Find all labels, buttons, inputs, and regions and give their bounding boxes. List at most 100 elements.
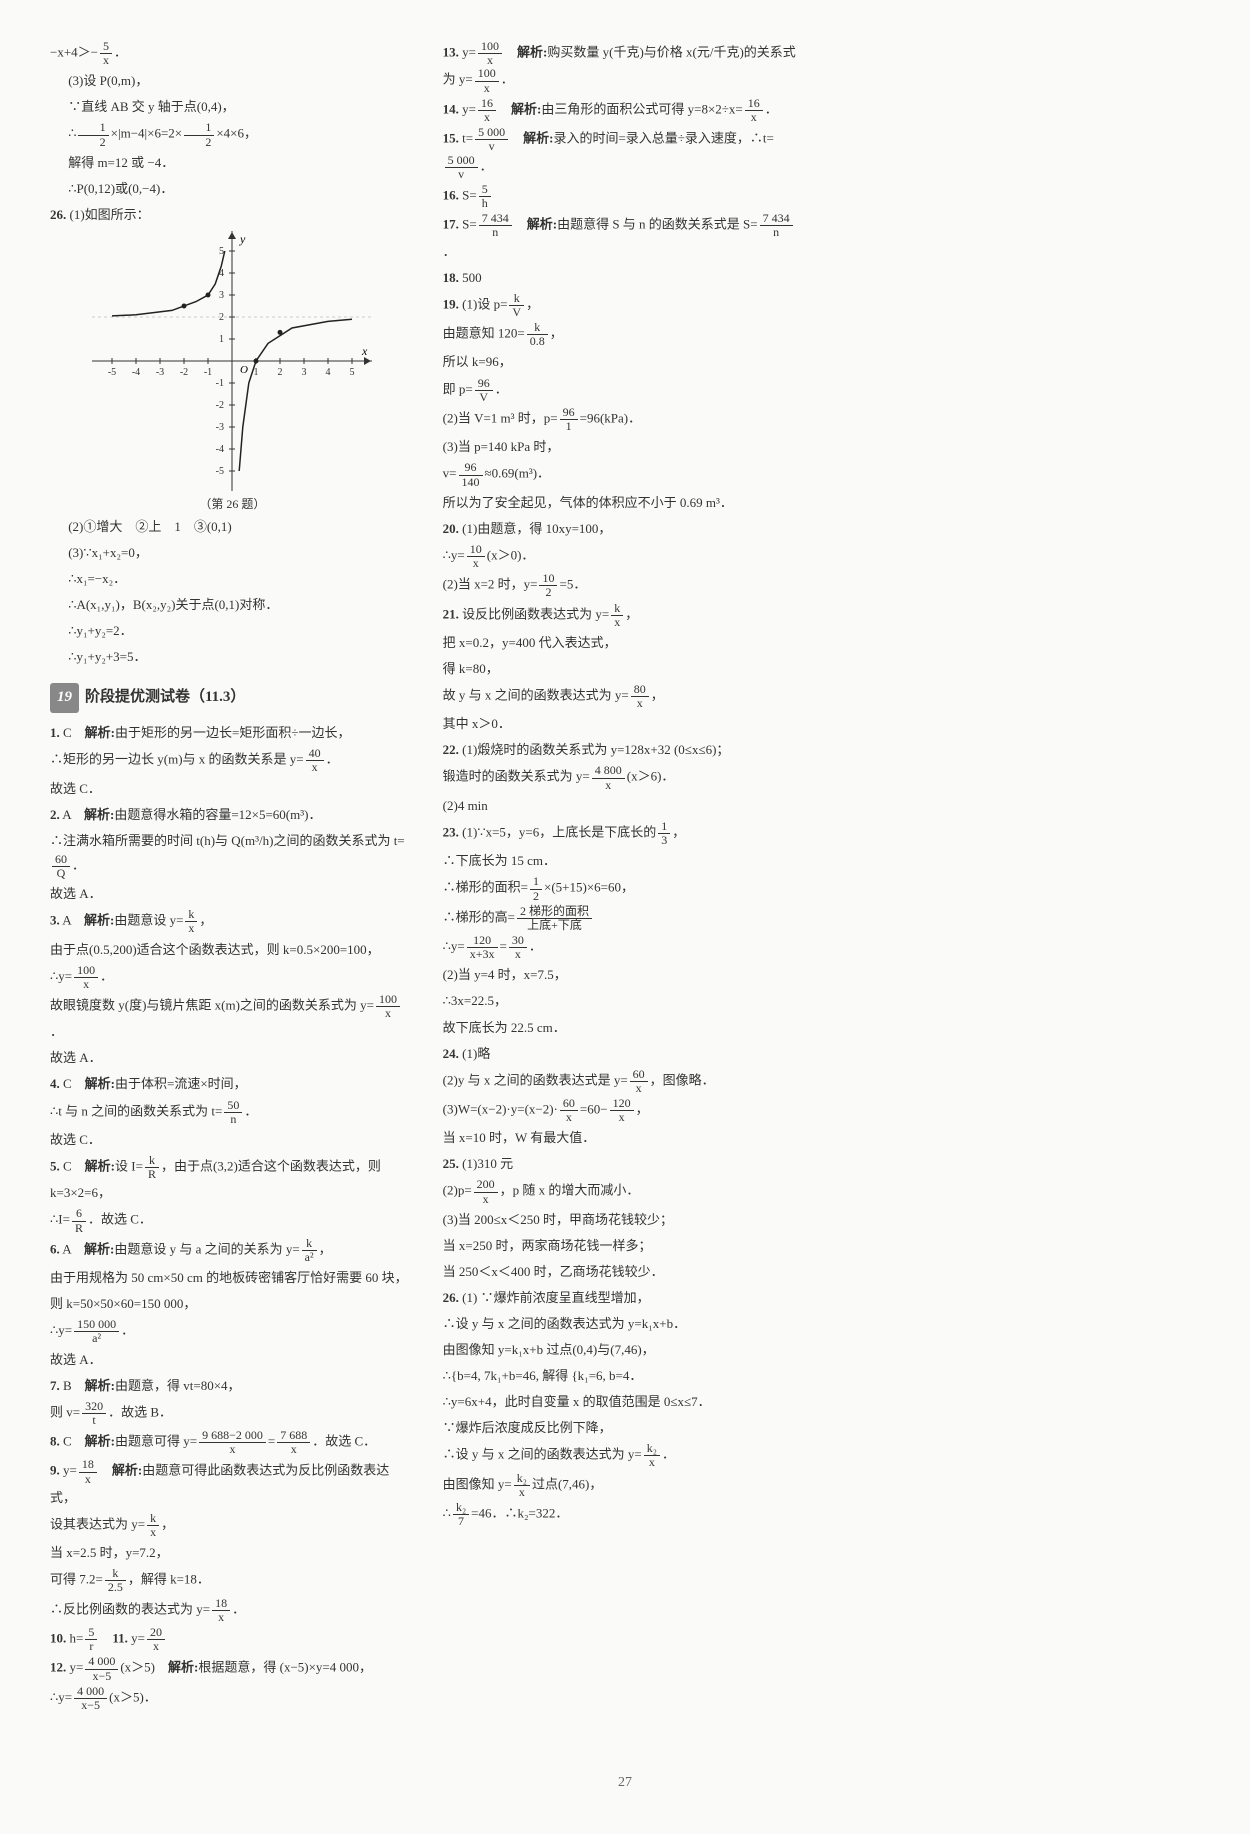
text-line: ∴注满水箱所需要的时间 t(h)与 Q(m³/h)之间的函数关系式为 t=60Q… xyxy=(50,829,415,880)
svg-text:O: O xyxy=(240,364,248,376)
chart-caption: （第 26 题） xyxy=(50,493,415,515)
text-line: ∴P(0,12)或(0,−4)． xyxy=(50,177,415,201)
text-line: 12. y=4 000x−5(x＞5) 解析:根据题意，得 (x−5)×y=4 … xyxy=(50,1655,415,1682)
text-line: ∴y₁+y₂+3=5． xyxy=(50,645,415,669)
text-line: (2)①增大 ②上 1 ③(0,1) xyxy=(50,515,415,539)
text-line: ∴设 y 与 x 之间的函数表达式为 y=k₁x+b． xyxy=(443,1312,808,1336)
svg-text:-3: -3 xyxy=(216,422,224,433)
text-line: 故下底长为 22.5 cm． xyxy=(443,1016,808,1040)
svg-text:-2: -2 xyxy=(180,367,188,378)
svg-text:-4: -4 xyxy=(132,367,140,378)
text-line: 则 v=320t．故选 B． xyxy=(50,1400,415,1427)
text-line: ∴t 与 n 之间的函数关系式为 t=50n． xyxy=(50,1099,415,1126)
text-line: 15. t=5 000v 解析:录入的时间=录入总量÷录入速度，∴t=5 000… xyxy=(443,126,808,181)
text-line: ∴反比例函数的表达式为 y=18x． xyxy=(50,1597,415,1624)
svg-text:-1: -1 xyxy=(204,367,212,378)
text-line: 可得 7.2=k2.5，解得 k=18． xyxy=(50,1567,415,1594)
text-line: ∴I=6R．故选 C． xyxy=(50,1207,415,1234)
text-line: −x+4＞−5x． xyxy=(50,40,415,67)
section-badge: 19 xyxy=(50,683,79,713)
svg-text:4: 4 xyxy=(326,367,331,378)
text-line: 其中 x＞0． xyxy=(443,712,808,736)
text-line: (3)设 P(0,m)， xyxy=(50,69,415,93)
text-line: (3)W=(x−2)·y=(x−2)·60x=60−120x， xyxy=(443,1097,808,1124)
text-line: ∵直线 AB 交 y 轴于点(0,4)， xyxy=(50,95,415,119)
text-line: ∴y=6x+4，此时自变量 x 的取值范围是 0≤x≤7． xyxy=(443,1390,808,1414)
text-line: ∵爆炸后浓度成反比例下降， xyxy=(443,1416,808,1440)
text-line: (2)4 min xyxy=(443,794,808,818)
text-line: 14. y=16x 解析:由三角形的面积公式可得 y=8×2÷x=16x． xyxy=(443,97,808,124)
text-line: ∴y=150 000a²． xyxy=(50,1318,415,1345)
text-line: 2. A 解析:由题意得水箱的容量=12×5=60(m³)． xyxy=(50,803,415,827)
svg-text:3: 3 xyxy=(302,367,307,378)
text-line: 锻造时的函数关系式为 y=4 800x(x＞6)． xyxy=(443,764,808,791)
text-line: 则 k=50×50×60=150 000， xyxy=(50,1292,415,1316)
text-line: 10. h=5r 11. y=20x xyxy=(50,1626,415,1653)
svg-text:-5: -5 xyxy=(216,466,224,477)
text-line: 13. y=100x 解析:购买数量 y(千克)与价格 x(元/千克)的关系式为… xyxy=(443,40,808,95)
chart-26: -5-4-3-2-112345-5-4-3-2-112345Oxy xyxy=(92,231,372,491)
text-line: 所以 k=96， xyxy=(443,350,808,374)
svg-text:1: 1 xyxy=(219,334,224,345)
text-line: (3)当 200≤x＜250 时，甲商场花钱较少； xyxy=(443,1208,808,1232)
text-line: v=96140≈0.69(m³)． xyxy=(443,461,808,488)
text-line: 故选 A． xyxy=(50,1348,415,1372)
text-line: ∴x₁=−x₂． xyxy=(50,567,415,591)
text-line: 26. (1) ∵爆炸前浓度呈直线型增加， xyxy=(443,1286,808,1310)
text-line: ∴12×|m−4|×6=2×12×4×6， xyxy=(50,121,415,148)
text-line: 5. C 解析:设 I=kR，由于点(3,2)适合这个函数表达式，则 k=3×2… xyxy=(50,1154,415,1205)
text-line: ∴y₁+y₂=2． xyxy=(50,619,415,643)
text-line: 故选 C． xyxy=(50,1128,415,1152)
text-line: 7. B 解析:由题意，得 vt=80×4， xyxy=(50,1374,415,1398)
text-line: 当 250＜x＜400 时，乙商场花钱较少． xyxy=(443,1260,808,1284)
svg-text:-4: -4 xyxy=(216,444,224,455)
text-line: (2)p=200x，p 随 x 的增大而减小． xyxy=(443,1178,808,1205)
text-line: 故选 A． xyxy=(50,882,415,906)
text-line: ∴{b=4, 7k₁+b=46, 解得 {k₁=6, b=4． xyxy=(443,1364,808,1388)
page-number: 27 xyxy=(50,1770,1200,1796)
text-line: 22. (1)煅烧时的函数关系式为 y=128x+32 (0≤x≤6)； xyxy=(443,738,808,762)
text-line: ∴下底长为 15 cm． xyxy=(443,849,808,873)
text-line: 由于用规格为 50 cm×50 cm 的地板砖密铺客厅恰好需要 60 块， xyxy=(50,1266,415,1290)
text-line: (2)当 x=2 时，y=102=5． xyxy=(443,572,808,599)
text-line: ∴y=4 000x−5(x＞5)． xyxy=(50,1685,415,1712)
svg-text:2: 2 xyxy=(278,367,283,378)
text-line: ∴y=100x． xyxy=(50,964,415,991)
text-line: ∴y=120x+3x=30x． xyxy=(443,934,808,961)
text-line: 8. C 解析:由题意可得 y=9 688−2 000x=7 688x．故选 C… xyxy=(50,1429,415,1456)
text-line: 21. 设反比例函数表达式为 y=kx， xyxy=(443,602,808,629)
svg-text:x: x xyxy=(361,344,368,358)
text-line: 20. (1)由题意，得 10xy=100， xyxy=(443,517,808,541)
text-line: 23. (1)∵x=5，y=6，上底长是下底长的13， xyxy=(443,820,808,847)
text-line: ∴A(x₁,y₁)，B(x₂,y₂)关于点(0,1)对称． xyxy=(50,593,415,617)
svg-text:y: y xyxy=(239,232,246,246)
text-line: (3)当 p=140 kPa 时， xyxy=(443,435,808,459)
text-line: 故眼镜度数 y(度)与镜片焦距 x(m)之间的函数关系式为 y=100x． xyxy=(50,993,415,1044)
text-line: 26. (1)如图所示： xyxy=(50,203,415,227)
text-line: 18. 500 xyxy=(443,266,808,290)
svg-text:3: 3 xyxy=(219,290,224,301)
svg-text:5: 5 xyxy=(350,367,355,378)
text-line: 所以为了安全起见，气体的体积应不小于 0.69 m³． xyxy=(443,491,808,515)
svg-text:-3: -3 xyxy=(156,367,164,378)
text-line: ∴y=10x(x＞0)． xyxy=(443,543,808,570)
text-line: ∴k₂7=46．∴k₂=322． xyxy=(443,1501,808,1528)
text-line: 由图像知 y=k₂x过点(7,46)， xyxy=(443,1472,808,1499)
text-line: 解得 m=12 或 −4． xyxy=(50,151,415,175)
text-line: (2)当 V=1 m³ 时，p=961=96(kPa)． xyxy=(443,406,808,433)
text-line: (3)∵x₁+x₂=0， xyxy=(50,541,415,565)
text-line: ∴梯形的高=2 梯形的面积上底+下底 xyxy=(443,905,808,932)
text-line: (2)当 y=4 时，x=7.5， xyxy=(443,963,808,987)
text-line: 1. C 解析:由于矩形的另一边长=矩形面积÷一边长， xyxy=(50,721,415,745)
text-line: 4. C 解析:由于体积=流速×时间， xyxy=(50,1072,415,1096)
svg-text:-2: -2 xyxy=(216,400,224,411)
text-line: 25. (1)310 元 xyxy=(443,1152,808,1176)
text-line: (2)y 与 x 之间的函数表达式是 y=60x，图像略． xyxy=(443,1068,808,1095)
text-line: 16. S=5h xyxy=(443,183,808,210)
text-line: 故 y 与 x 之间的函数表达式为 y=80x， xyxy=(443,683,808,710)
text-line: 6. A 解析:由题意设 y 与 a 之间的关系为 y=ka²， xyxy=(50,1237,415,1264)
text-line: 得 k=80， xyxy=(443,657,808,681)
text-line: 9. y=18x 解析:由题意可得此函数表达式为反比例函数表达式， xyxy=(50,1458,415,1509)
text-line: ∴3x=22.5， xyxy=(443,989,808,1013)
text-line: ∴矩形的另一边长 y(m)与 x 的函数关系是 y=40x． xyxy=(50,747,415,774)
